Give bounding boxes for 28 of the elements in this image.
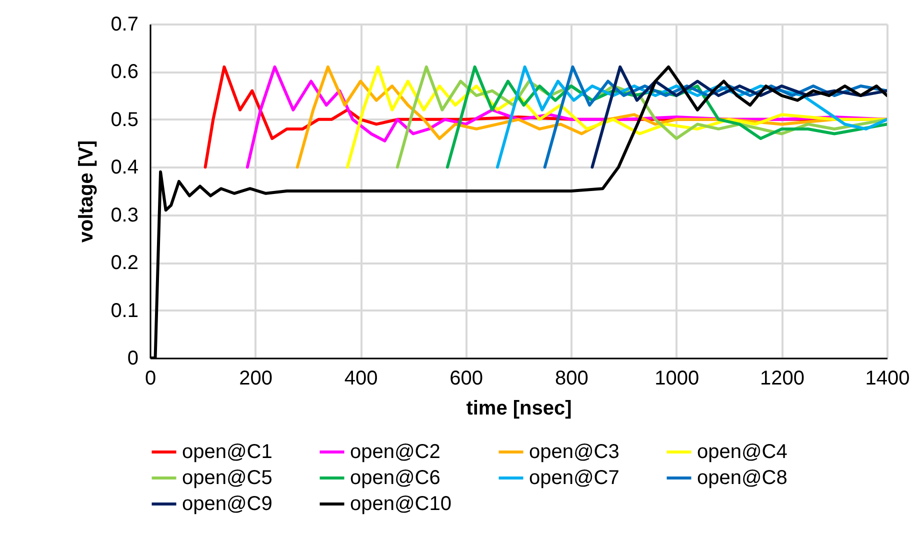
x-axis-title: time [nsec] — [466, 398, 572, 420]
legend-label: open@C4 — [697, 441, 788, 463]
y-axis-title: voltage [V] — [76, 140, 98, 243]
legend-label: open@C3 — [529, 441, 620, 463]
y-tick-label: 0.5 — [110, 108, 138, 131]
legend-label: open@C2 — [350, 441, 440, 463]
x-tick-label: 0 — [144, 368, 156, 390]
x-tick-label: 200 — [239, 368, 272, 390]
x-tick-label: 400 — [344, 368, 378, 390]
legend-label: open@C10 — [350, 493, 452, 515]
y-tick-label: 0.7 — [110, 14, 138, 36]
y-tick-label: 0 — [127, 348, 138, 370]
y-tick-label: 0.6 — [110, 61, 138, 84]
legend-label: open@C1 — [182, 441, 272, 463]
x-tick-label: 800 — [554, 368, 588, 390]
legend-label: open@C8 — [697, 467, 788, 489]
x-tick-label: 600 — [450, 368, 484, 390]
y-tick-label: 0.3 — [110, 204, 138, 226]
legend-label: open@C6 — [350, 467, 440, 489]
legend-label: open@C9 — [182, 493, 272, 515]
x-tick-label: 1200 — [760, 368, 804, 390]
y-tick-label: 0.1 — [110, 300, 138, 322]
x-tick-label: 1400 — [865, 368, 910, 390]
legend-label: open@C5 — [182, 467, 272, 489]
x-tick-label: 1000 — [654, 368, 700, 390]
legend-label: open@C7 — [529, 467, 620, 489]
y-tick-label: 0.4 — [110, 156, 138, 179]
y-tick-label: 0.2 — [110, 252, 138, 274]
